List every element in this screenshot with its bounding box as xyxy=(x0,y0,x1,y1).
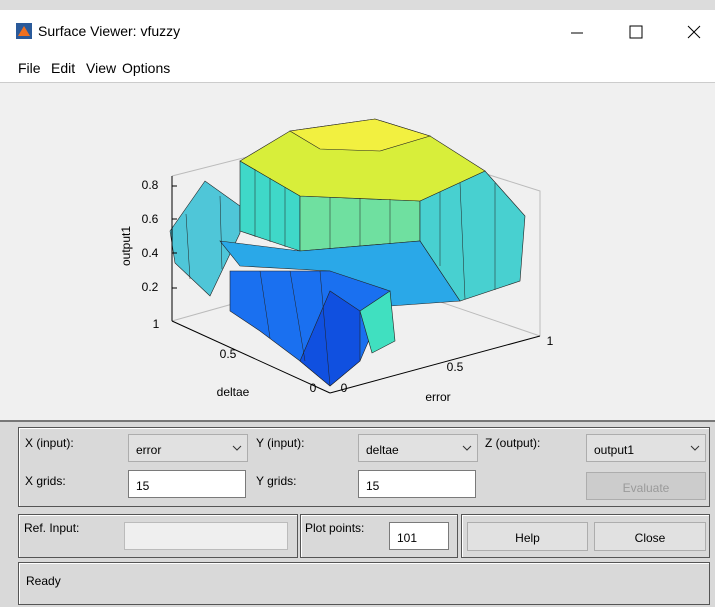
app-icon xyxy=(16,23,32,39)
ref-input-field xyxy=(124,522,288,550)
y-grids-label: Y grids: xyxy=(256,474,297,488)
window-title: Surface Viewer: vfuzzy xyxy=(38,23,181,39)
menu-bar: File Edit View Options xyxy=(0,52,715,82)
z-tick-label: 0.6 xyxy=(142,212,159,226)
ref-group xyxy=(18,514,298,558)
plot-area: 0.2 0.4 0.6 0.8 output1 0 0.5 1 deltae 0… xyxy=(0,82,715,420)
menu-item[interactable]: File xyxy=(18,60,41,76)
x-input-label: X (input): xyxy=(25,436,74,450)
y-input-label: Y (input): xyxy=(256,436,305,450)
ref-input-label: Ref. Input: xyxy=(24,521,80,535)
x-tick-label: 0 xyxy=(341,381,348,395)
z-output-value: output1 xyxy=(594,443,635,457)
plot-points-group xyxy=(300,514,458,558)
x-grids-input[interactable]: 15 xyxy=(128,470,246,498)
y-input-dropdown[interactable]: deltae xyxy=(358,434,478,462)
title-bar: Surface Viewer: vfuzzy xyxy=(0,10,715,52)
y-tick-label: 0 xyxy=(310,381,317,395)
background-app-strip xyxy=(0,0,715,10)
dropdown-arrow xyxy=(462,445,472,451)
status-text: Ready xyxy=(26,574,61,588)
plot-points-input[interactable]: 101 xyxy=(389,522,449,550)
z-output-dropdown[interactable]: output1 xyxy=(586,434,706,462)
help-button[interactable]: Help xyxy=(467,522,588,551)
x-tick-label: 0.5 xyxy=(447,360,464,374)
dropdown-arrow xyxy=(690,445,700,451)
z-tick-label: 0.2 xyxy=(142,280,159,294)
x-tick-label: 1 xyxy=(547,334,554,348)
control-panel: X (input): error Y (input): deltae Z (ou… xyxy=(0,420,715,607)
y-tick-label: 0.5 xyxy=(220,347,237,361)
y-axis-label: deltae xyxy=(217,385,250,399)
window-controls[interactable] xyxy=(566,22,706,42)
close-button[interactable]: Close xyxy=(594,522,706,551)
x-input-dropdown[interactable]: error xyxy=(128,434,248,462)
z-output-label: Z (output): xyxy=(485,436,541,450)
z-axis-label: output1 xyxy=(119,226,133,266)
axis-group xyxy=(18,427,710,507)
z-tick-label: 0.8 xyxy=(142,178,159,192)
menu-item[interactable]: View xyxy=(86,60,117,76)
x-input-value: error xyxy=(136,443,162,457)
status-bar xyxy=(18,562,710,605)
y-grids-input[interactable]: 15 xyxy=(358,470,476,498)
y-input-value: deltae xyxy=(366,443,399,457)
menu-item[interactable]: Options xyxy=(122,60,171,76)
x-grids-label: X grids: xyxy=(25,474,66,488)
menu-item[interactable]: Edit xyxy=(51,60,76,76)
x-axis-label: error xyxy=(425,390,450,404)
y-tick-label: 1 xyxy=(153,317,160,331)
evaluate-button: Evaluate xyxy=(586,472,706,500)
dropdown-arrow xyxy=(232,445,242,451)
plot-points-label: Plot points: xyxy=(305,521,365,535)
z-tick-label: 0.4 xyxy=(142,246,159,260)
button-group xyxy=(461,514,710,558)
